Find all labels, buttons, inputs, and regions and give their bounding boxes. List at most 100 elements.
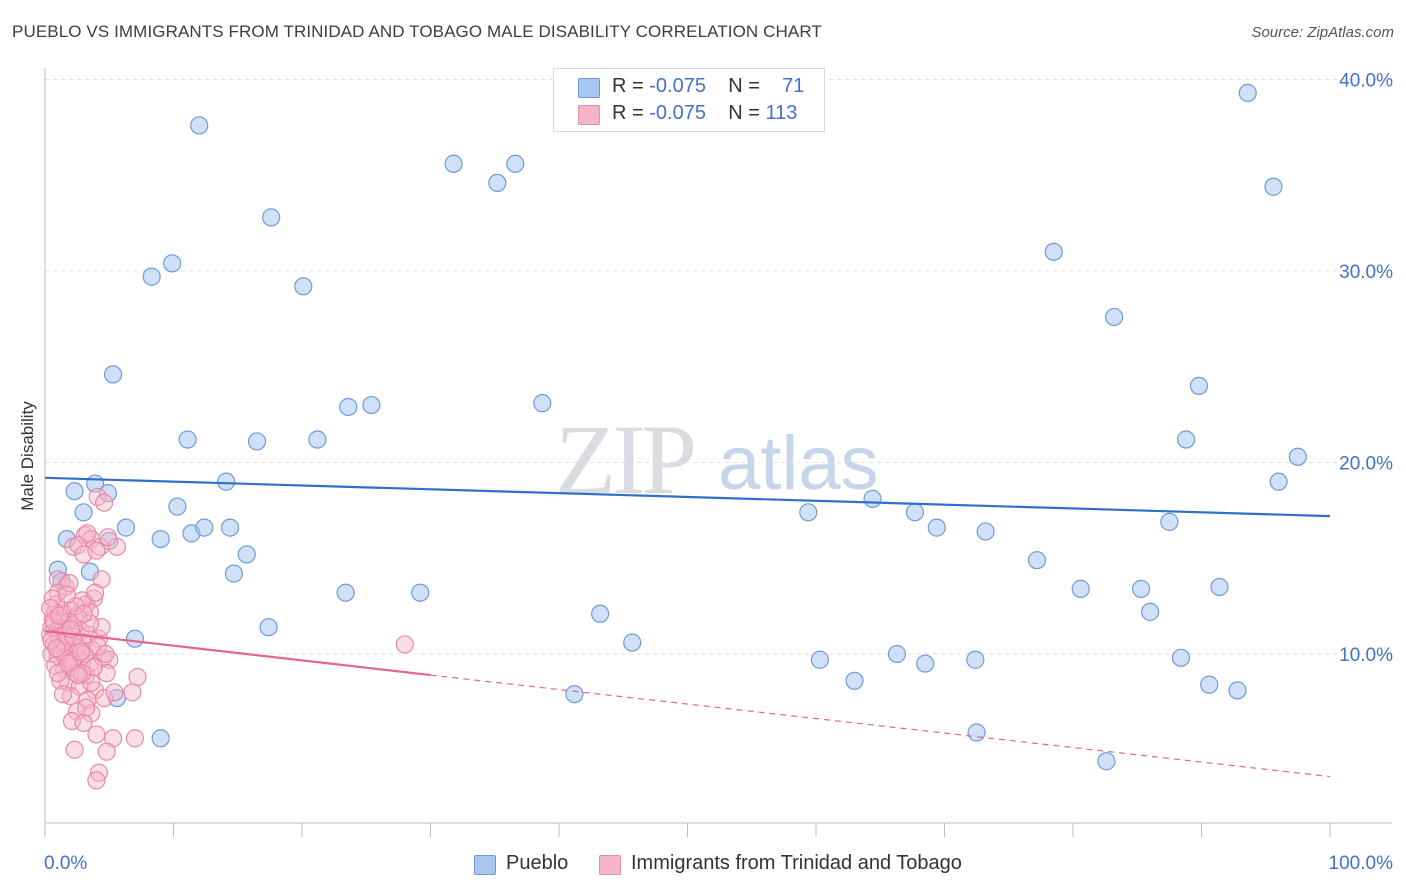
trinidad-point-69	[87, 771, 106, 790]
source-label: Source: ZipAtlas.com	[1251, 24, 1394, 41]
pueblo-point-58	[887, 644, 907, 664]
trinidad-point-82	[60, 574, 79, 593]
pueblo-point-59	[916, 654, 935, 673]
pueblo-point-29	[116, 518, 136, 537]
stats-legend: R = -0.075 N = 71 R = -0.075 N = 113	[553, 68, 825, 132]
pueblo-point-10	[1044, 242, 1063, 261]
pueblo-point-54	[259, 618, 278, 637]
trinidad-point-72	[128, 667, 147, 687]
pueblo-point-5	[1264, 177, 1283, 196]
pueblo-point-37	[224, 564, 243, 583]
trinidad-point-61	[82, 704, 101, 723]
pueblo-point-53	[591, 604, 610, 623]
trinidad-point-62	[62, 711, 82, 731]
trinidad-point-112	[96, 644, 115, 664]
trinidad-point-73	[105, 683, 124, 702]
pueblo-point-46	[976, 522, 995, 541]
chart-title: PUEBLO VS IMMIGRANTS FROM TRINIDAD AND T…	[12, 22, 822, 41]
pueblo-point-56	[125, 629, 145, 648]
pueblo-point-28	[74, 503, 93, 522]
trinidad-point-60	[68, 702, 87, 721]
pueblo-point-15	[533, 394, 552, 413]
bottom-legend-label-pueblo: Pueblo	[506, 852, 569, 874]
trinidad-point-94	[92, 618, 111, 637]
trinidad-point-105	[77, 698, 96, 717]
trinidad-point-102	[50, 606, 69, 625]
pueblo-point-7	[163, 254, 182, 273]
trinidad-point-67	[97, 742, 116, 761]
trinidad-point-59	[95, 688, 114, 708]
pueblo-point-6	[262, 208, 281, 227]
pueblo-point-2	[488, 173, 507, 193]
trinidad-point-66	[65, 740, 84, 759]
trinidad-point-10	[48, 570, 67, 589]
trinidad-point-97	[57, 585, 76, 604]
trinidad-point-110	[59, 654, 78, 673]
legend-text-trinidad: R = -0.075 N = 113	[612, 102, 798, 124]
pueblo-point-57	[810, 650, 829, 669]
trinidad-point-92	[84, 658, 103, 677]
bottom-legend-label-trinidad: Immigrants from Trinidad and Tobago	[631, 852, 962, 874]
trinidad-trend-line	[44, 629, 431, 677]
pueblo-point-13	[339, 397, 358, 417]
pueblo-point-61	[1171, 648, 1191, 667]
pueblo-point-16	[1189, 376, 1209, 395]
pueblo-point-12	[104, 365, 123, 384]
pueblo-point-41	[336, 583, 355, 602]
y-tick-label-2: 30.0%	[1339, 262, 1393, 283]
pueblo-point-32	[195, 518, 214, 537]
trinidad-point-74	[395, 635, 414, 654]
pueblo-point-47	[1160, 512, 1179, 531]
trinidad-point-91	[71, 642, 91, 662]
x-tick-label-1: 100.0%	[1329, 853, 1394, 874]
pueblo-point-51	[1210, 577, 1229, 597]
pueblo-point-42	[799, 503, 818, 522]
pueblo-point-55	[623, 633, 642, 652]
pueblo-point-63	[1200, 675, 1219, 694]
pueblo-point-70	[411, 583, 430, 602]
pueblo-point-36	[237, 545, 256, 564]
pueblo-point-21	[1288, 447, 1307, 466]
legend-swatch-blue	[578, 78, 600, 98]
pueblo-point-48	[1027, 551, 1047, 570]
y-tick-label-3: 40.0%	[1339, 71, 1393, 92]
pueblo-point-33	[220, 518, 240, 537]
trinidad-point-98	[86, 583, 105, 602]
watermark-atlas: atlas	[718, 421, 879, 506]
trinidad-point-70	[125, 729, 145, 748]
trinidad-point-84	[78, 524, 97, 543]
pueblo-point-1	[444, 154, 463, 173]
pueblo-point-22	[65, 482, 84, 501]
bottom-legend-swatch-pink	[599, 855, 621, 875]
pueblo-point-44	[905, 503, 925, 522]
pueblo-point-11	[1105, 307, 1124, 327]
trinidad-point-104	[53, 685, 73, 704]
pueblo-point-24	[98, 484, 118, 503]
legend-swatch-pink	[578, 105, 600, 125]
pueblo-point-49	[1071, 579, 1090, 598]
pueblo-point-18	[247, 432, 267, 451]
pueblo-point-26	[1269, 472, 1288, 491]
x-tick-label-0: 0.0%	[44, 853, 87, 874]
pueblo-point-67	[967, 723, 986, 742]
pueblo-point-9	[294, 277, 313, 296]
pueblo-trend-line	[44, 476, 1331, 518]
pueblo-point-65	[565, 685, 584, 704]
pueblo-point-60	[966, 650, 985, 669]
pueblo-point-27	[168, 497, 187, 516]
pueblo-point-8	[142, 267, 161, 286]
trinidad-point-107	[47, 639, 66, 658]
trinidad-point-63	[74, 713, 93, 733]
trinidad-point-95	[44, 612, 64, 631]
pueblo-point-25	[217, 472, 236, 491]
pueblo-point-3	[506, 154, 525, 173]
pueblo-point-52	[1140, 602, 1160, 621]
trinidad-point-1	[95, 493, 114, 512]
trinidad-point-111	[69, 665, 88, 685]
pueblo-point-50	[1132, 579, 1151, 598]
bottom-legend-swatch-blue	[474, 855, 496, 875]
pueblo-point-4	[1238, 83, 1257, 103]
pueblo-point-19	[308, 430, 327, 449]
pueblo-point-64	[1228, 681, 1247, 700]
